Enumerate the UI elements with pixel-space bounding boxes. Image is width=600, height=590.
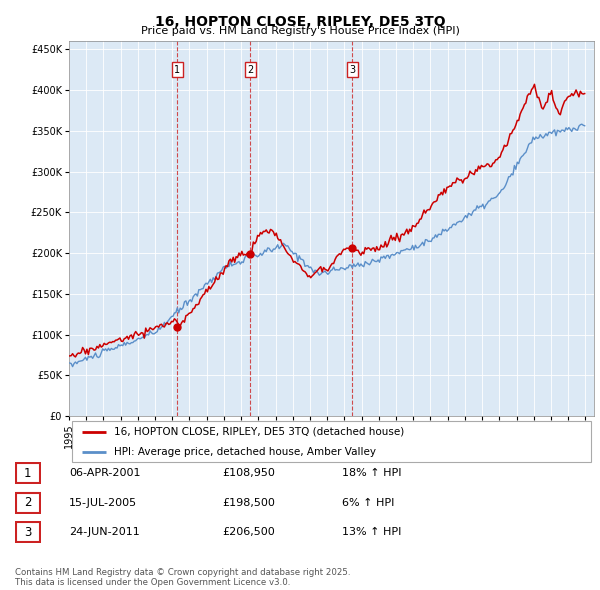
Text: HPI: Average price, detached house, Amber Valley: HPI: Average price, detached house, Ambe…: [113, 447, 376, 457]
Text: £206,500: £206,500: [222, 527, 275, 537]
FancyBboxPatch shape: [16, 493, 40, 513]
Text: 13% ↑ HPI: 13% ↑ HPI: [342, 527, 401, 537]
FancyBboxPatch shape: [16, 522, 40, 542]
Text: 16, HOPTON CLOSE, RIPLEY, DE5 3TQ (detached house): 16, HOPTON CLOSE, RIPLEY, DE5 3TQ (detac…: [113, 427, 404, 437]
Text: 3: 3: [349, 65, 355, 75]
Text: 6% ↑ HPI: 6% ↑ HPI: [342, 498, 394, 507]
Text: 3: 3: [24, 526, 32, 539]
Text: 18% ↑ HPI: 18% ↑ HPI: [342, 468, 401, 478]
Text: 15-JUL-2005: 15-JUL-2005: [69, 498, 137, 507]
FancyBboxPatch shape: [16, 463, 40, 483]
Text: 2: 2: [24, 496, 32, 509]
Text: £108,950: £108,950: [222, 468, 275, 478]
Text: 24-JUN-2011: 24-JUN-2011: [69, 527, 140, 537]
Text: 16, HOPTON CLOSE, RIPLEY, DE5 3TQ: 16, HOPTON CLOSE, RIPLEY, DE5 3TQ: [155, 15, 445, 30]
Text: 2: 2: [247, 65, 254, 75]
Text: 06-APR-2001: 06-APR-2001: [69, 468, 140, 478]
FancyBboxPatch shape: [71, 421, 592, 462]
Text: £198,500: £198,500: [222, 498, 275, 507]
Text: 1: 1: [174, 65, 181, 75]
Text: Price paid vs. HM Land Registry's House Price Index (HPI): Price paid vs. HM Land Registry's House …: [140, 26, 460, 36]
Text: Contains HM Land Registry data © Crown copyright and database right 2025.
This d: Contains HM Land Registry data © Crown c…: [15, 568, 350, 587]
Text: 1: 1: [24, 467, 32, 480]
